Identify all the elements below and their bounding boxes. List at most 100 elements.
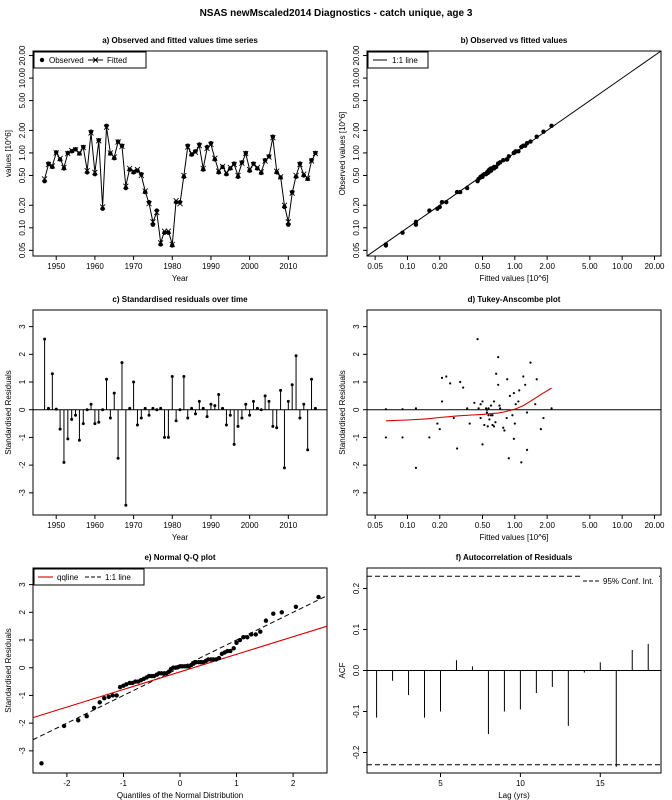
x-tick-label-e: 1	[234, 779, 239, 788]
data-point	[514, 403, 517, 406]
x-tick-label-c: 2000	[241, 521, 259, 530]
qq-point	[110, 693, 115, 698]
observed-point	[146, 199, 152, 205]
residual-point	[205, 415, 209, 419]
observed-point	[119, 143, 125, 148]
panel-title-b: b) Observed vs fitted values	[461, 36, 568, 45]
observed-point	[282, 204, 287, 210]
y-tick-label-c: -2	[18, 461, 27, 469]
data-point	[497, 160, 503, 165]
legend-label-one-to-one: 1:1 line	[105, 573, 131, 582]
observed-point	[123, 185, 129, 191]
data-point	[440, 400, 444, 403]
residual-point	[282, 466, 286, 470]
residual-point	[170, 374, 174, 378]
qq-point	[271, 611, 276, 616]
residual-point	[255, 406, 259, 410]
data-point	[492, 425, 496, 428]
observed-point	[197, 142, 202, 147]
observed-point	[92, 171, 98, 177]
data-point	[459, 380, 462, 384]
observed-point	[189, 152, 194, 157]
qq-point	[245, 635, 250, 640]
data-point	[539, 428, 542, 431]
data-point	[487, 414, 490, 417]
data-point	[525, 411, 529, 414]
y-tick-label-c: 0	[18, 407, 27, 412]
residual-point	[143, 406, 147, 410]
y-tick-label-e: 2	[18, 610, 27, 615]
residual-point	[155, 408, 159, 412]
observed-point	[220, 164, 225, 170]
data-point	[524, 383, 527, 386]
x-tick-label-f: 5	[438, 779, 443, 788]
data-point	[481, 400, 484, 403]
residual-point	[62, 460, 66, 464]
qq-point	[106, 694, 111, 700]
residual-point	[186, 416, 190, 420]
y-tick-label-e: 3	[18, 582, 27, 587]
residual-point	[217, 392, 221, 396]
data-point	[506, 378, 509, 381]
x-tick-label-a: 1970	[125, 262, 143, 271]
observed-point	[115, 139, 121, 144]
observed-point	[181, 174, 187, 179]
observed-point	[131, 170, 136, 175]
data-point	[485, 408, 489, 411]
data-point	[437, 204, 442, 210]
y-tick-label-b: 0.10	[352, 219, 361, 235]
qq-point	[114, 693, 119, 698]
data-point	[516, 149, 521, 154]
data-point	[438, 428, 441, 431]
y-tick-label-d: 3	[352, 324, 361, 329]
x-tick-label-b: 2.00	[539, 262, 555, 271]
data-point	[436, 422, 439, 425]
residual-point	[97, 420, 101, 424]
observed-point	[127, 167, 132, 172]
data-point	[520, 461, 523, 464]
data-point	[444, 199, 449, 205]
data-point	[462, 386, 465, 389]
data-point	[542, 416, 545, 420]
qq-point	[61, 723, 67, 729]
legend-key-observed	[39, 57, 45, 63]
plot-frame-e	[32, 567, 328, 774]
data-point	[517, 400, 520, 403]
y-tick-label-e: -1	[18, 691, 27, 699]
y-tick-label-b: 5.00	[352, 92, 361, 108]
data-point	[414, 407, 418, 410]
data-point	[384, 436, 388, 439]
y-tick-label-b: 10.00	[352, 68, 361, 89]
qq-point	[249, 632, 254, 637]
observed-point	[61, 166, 67, 171]
qq-point	[124, 682, 129, 687]
observed-point	[309, 157, 314, 163]
qq-point	[91, 705, 97, 711]
x-tick-label-a: 1980	[163, 262, 181, 271]
x-tick-label-d: 10.00	[612, 521, 633, 530]
x-tick-label-f: 10	[516, 779, 525, 788]
x-tick-label-a: 1990	[202, 262, 220, 271]
legend-label-one-to-one: 1:1 line	[392, 56, 418, 65]
observed-point	[100, 206, 105, 211]
observed-point	[286, 222, 291, 227]
qq-point	[258, 629, 263, 634]
x-tick-label-b: 20.00	[644, 262, 665, 271]
x-tick-label-a: 2000	[241, 262, 259, 271]
residual-point	[112, 391, 116, 395]
x-tick-label-a: 1960	[86, 262, 104, 271]
data-point	[512, 392, 515, 395]
data-point	[529, 361, 532, 364]
residual-point	[89, 402, 93, 406]
observed-point	[57, 157, 63, 162]
qq-point	[97, 700, 102, 705]
residual-point	[182, 374, 186, 378]
qq-point	[293, 604, 299, 609]
data-point	[525, 448, 529, 451]
observed-point	[228, 166, 233, 171]
qq-point	[39, 761, 44, 766]
residual-point	[248, 413, 252, 417]
x-axis-label-a: Year	[172, 274, 189, 283]
data-point	[512, 437, 515, 440]
